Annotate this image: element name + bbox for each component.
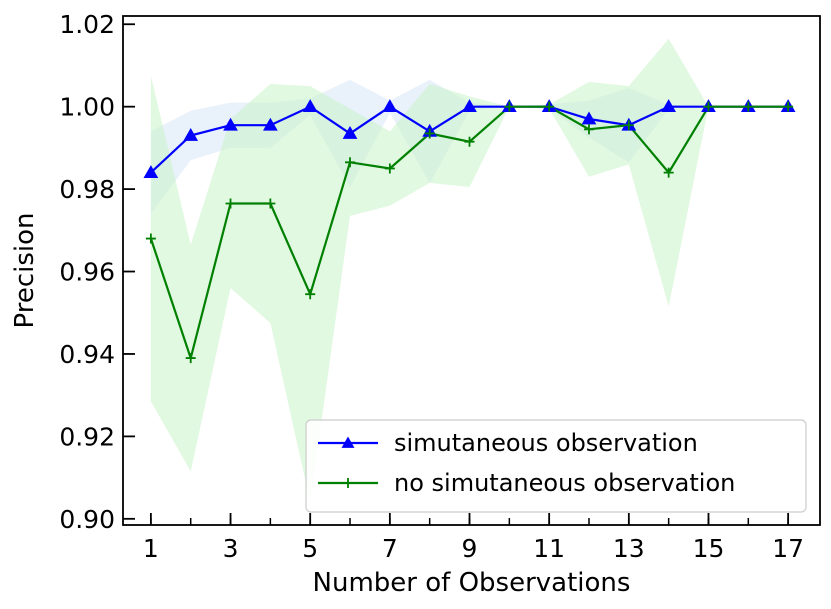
legend: simutaneous observation no simutaneous ob… — [305, 419, 807, 513]
x-tick-label: 1 — [143, 534, 159, 563]
confidence-bands — [150, 38, 789, 503]
point-series-2 — [663, 167, 674, 178]
x-tick-label: 17 — [772, 534, 804, 563]
x-tick-label: 11 — [533, 534, 565, 563]
point-series-1 — [302, 99, 318, 113]
legend-marker-1 — [341, 436, 355, 448]
y-axis-ticks: 0.90 0.92 0.94 0.96 0.98 1.00 1.02 — [59, 10, 135, 534]
point-series-2 — [265, 198, 276, 209]
x-tick-label: 7 — [382, 534, 398, 563]
point-series-1 — [581, 111, 597, 125]
series-markers — [143, 99, 796, 364]
point-series-2 — [703, 101, 714, 112]
y-tick-label: 1.02 — [59, 10, 115, 39]
y-tick-label: 1.00 — [59, 93, 115, 122]
y-tick-label: 0.96 — [59, 258, 115, 287]
point-series-1 — [661, 99, 677, 113]
x-tick-label: 13 — [613, 534, 645, 563]
point-series-2 — [464, 136, 475, 147]
point-series-2 — [504, 101, 515, 112]
band-series-2 — [150, 38, 789, 503]
point-series-2 — [424, 128, 435, 139]
x-tick-label: 15 — [693, 534, 725, 563]
legend-marker-2 — [343, 478, 353, 488]
point-series-2 — [544, 101, 555, 112]
point-series-2 — [623, 120, 634, 131]
x-axis-ticks: 1 3 5 7 9 11 13 15 17 — [143, 513, 804, 563]
point-series-2 — [583, 124, 594, 135]
point-series-1 — [263, 117, 278, 131]
point-series-2 — [145, 233, 156, 244]
point-series-1 — [462, 99, 477, 113]
point-series-2 — [345, 157, 356, 168]
y-tick-label: 0.94 — [59, 340, 115, 369]
point-series-2 — [305, 289, 316, 300]
legend-label-1: simutaneous observation — [394, 429, 698, 457]
x-tick-label: 3 — [223, 534, 239, 563]
y-axis-title: Precision — [10, 212, 40, 328]
point-series-1 — [223, 117, 238, 131]
x-tick-label: 5 — [302, 534, 318, 563]
point-series-1 — [183, 128, 199, 141]
x-tick-label: 9 — [462, 534, 478, 563]
y-tick-label: 0.92 — [59, 422, 115, 451]
point-series-2 — [783, 101, 794, 112]
point-series-1 — [382, 99, 398, 113]
point-series-2 — [384, 163, 395, 174]
y-tick-label: 0.90 — [59, 505, 115, 534]
point-series-1 — [143, 165, 159, 178]
legend-box — [305, 419, 807, 513]
x-axis-title: Number of Observations — [313, 568, 631, 598]
legend-label-2: no simutaneous observation — [394, 469, 735, 497]
point-series-2 — [185, 353, 196, 364]
point-series-2 — [743, 101, 754, 112]
point-series-2 — [225, 198, 236, 209]
plot-frame — [122, 15, 821, 526]
point-series-1 — [342, 125, 358, 139]
y-tick-label: 0.98 — [59, 175, 115, 204]
